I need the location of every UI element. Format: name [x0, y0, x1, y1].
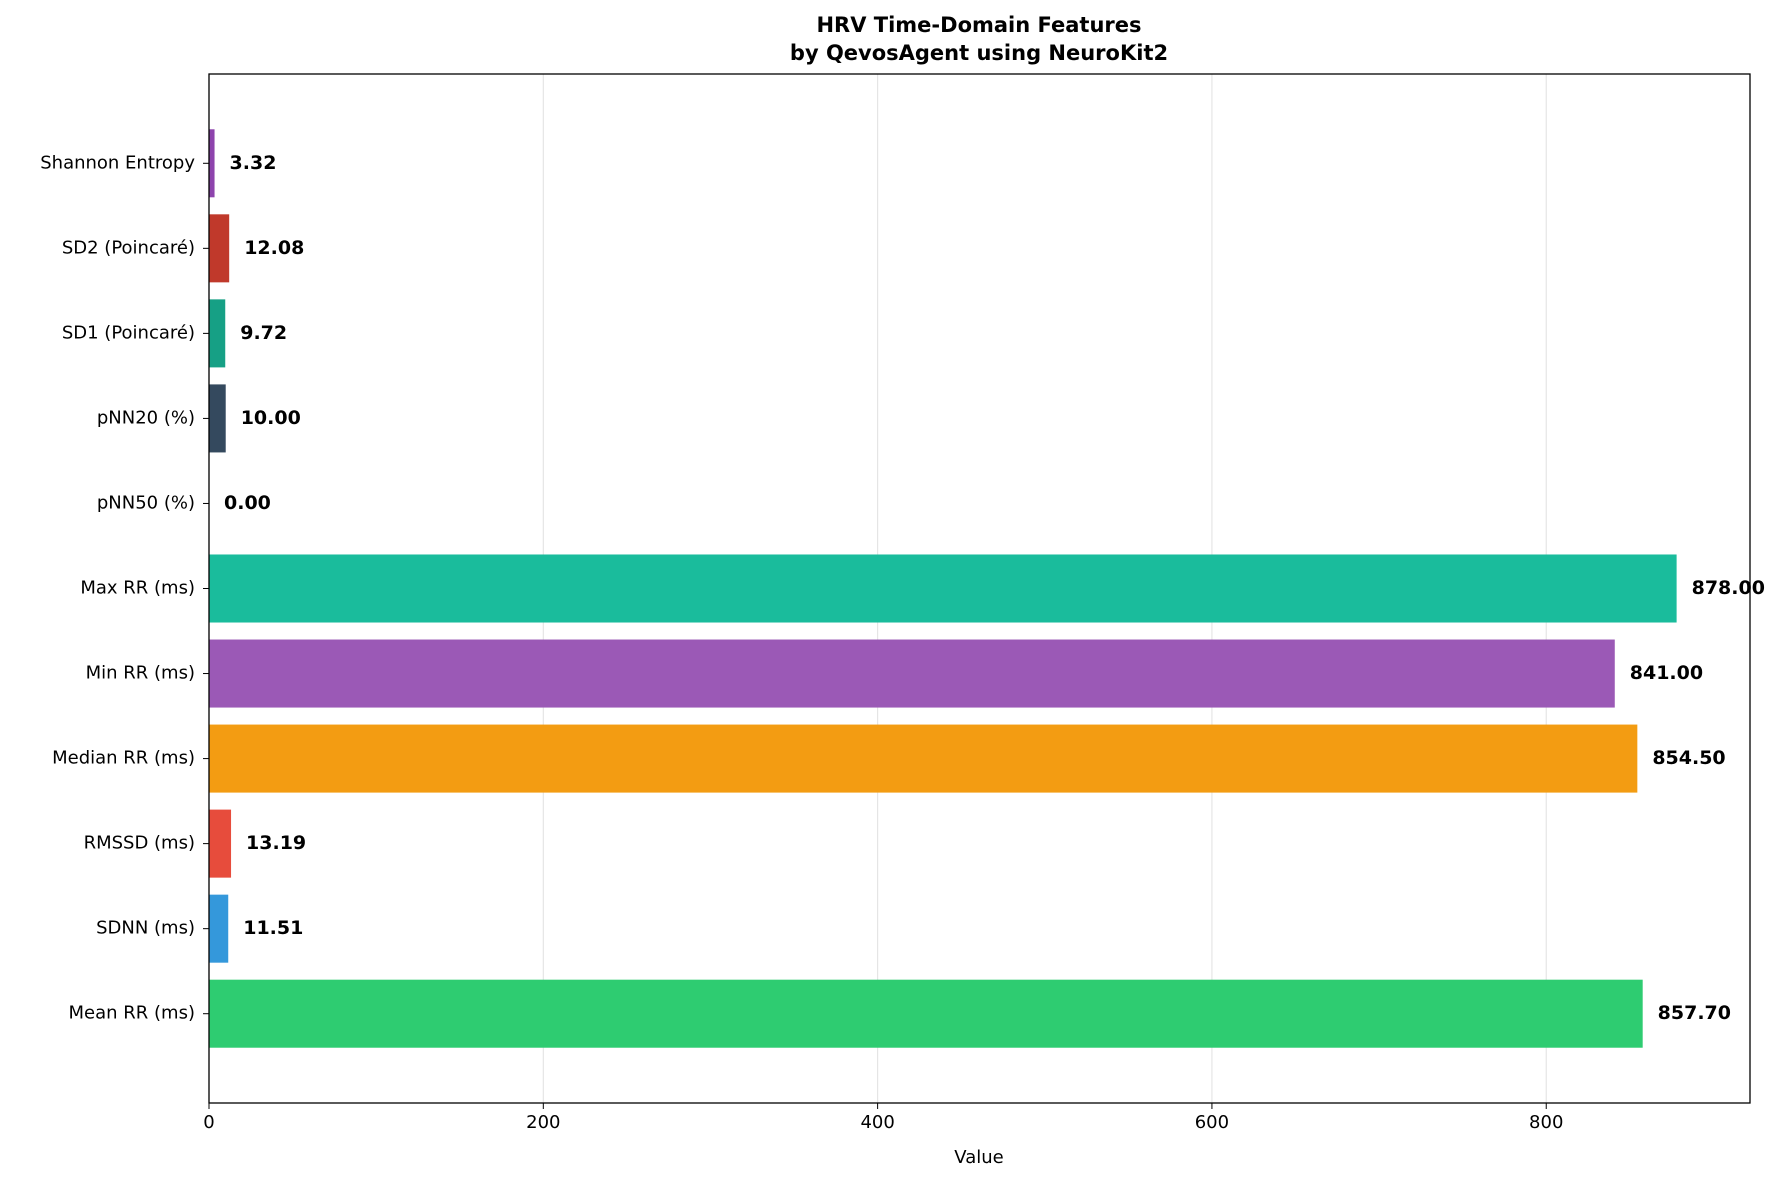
chart-title: HRV Time-Domain Features	[816, 13, 1141, 37]
y-tick-label: SD2 (Poincaré)	[62, 237, 195, 258]
y-tick-label: Median RR (ms)	[52, 748, 195, 769]
y-tick-label: SD1 (Poincaré)	[62, 322, 195, 343]
bar	[209, 639, 1615, 708]
value-label: 841.00	[1630, 662, 1703, 684]
bar	[209, 214, 230, 283]
value-label: 854.50	[1652, 747, 1725, 769]
y-tick-label: Min RR (ms)	[86, 663, 195, 684]
chart-subtitle: by QevosAgent using NeuroKit2	[790, 41, 1168, 65]
bar	[209, 384, 226, 453]
y-tick-label: Shannon Entropy	[40, 152, 195, 173]
y-tick-label: Mean RR (ms)	[69, 1003, 195, 1024]
bar	[209, 299, 226, 368]
value-label: 13.19	[246, 832, 306, 854]
x-tick-label: 800	[1529, 1112, 1563, 1133]
y-tick-label: SDNN (ms)	[96, 918, 195, 939]
value-label: 878.00	[1692, 577, 1765, 599]
plot-frame	[208, 73, 1751, 1104]
value-label: 9.72	[240, 322, 287, 344]
x-tick-label: 200	[526, 1112, 560, 1133]
value-label: 0.00	[224, 492, 271, 514]
y-tick-label: pNN50 (%)	[97, 492, 195, 513]
bar	[209, 979, 1643, 1048]
value-label: 3.32	[230, 152, 277, 174]
value-label: 10.00	[241, 407, 301, 429]
bar	[209, 894, 229, 963]
bar	[209, 809, 232, 878]
value-label: 12.08	[244, 237, 304, 259]
value-label: 857.70	[1658, 1002, 1731, 1024]
x-tick-label: 600	[1195, 1112, 1229, 1133]
x-tick-label: 0	[203, 1112, 214, 1133]
x-tick-label: 400	[860, 1112, 894, 1133]
bar	[209, 129, 215, 198]
bar	[209, 724, 1638, 793]
value-label: 11.51	[243, 917, 303, 939]
y-tick-label: Max RR (ms)	[80, 578, 195, 599]
bar	[209, 554, 1677, 623]
y-tick-label: pNN20 (%)	[97, 407, 195, 428]
x-axis-label: Value	[954, 1147, 1003, 1168]
y-tick-label: RMSSD (ms)	[84, 833, 195, 854]
